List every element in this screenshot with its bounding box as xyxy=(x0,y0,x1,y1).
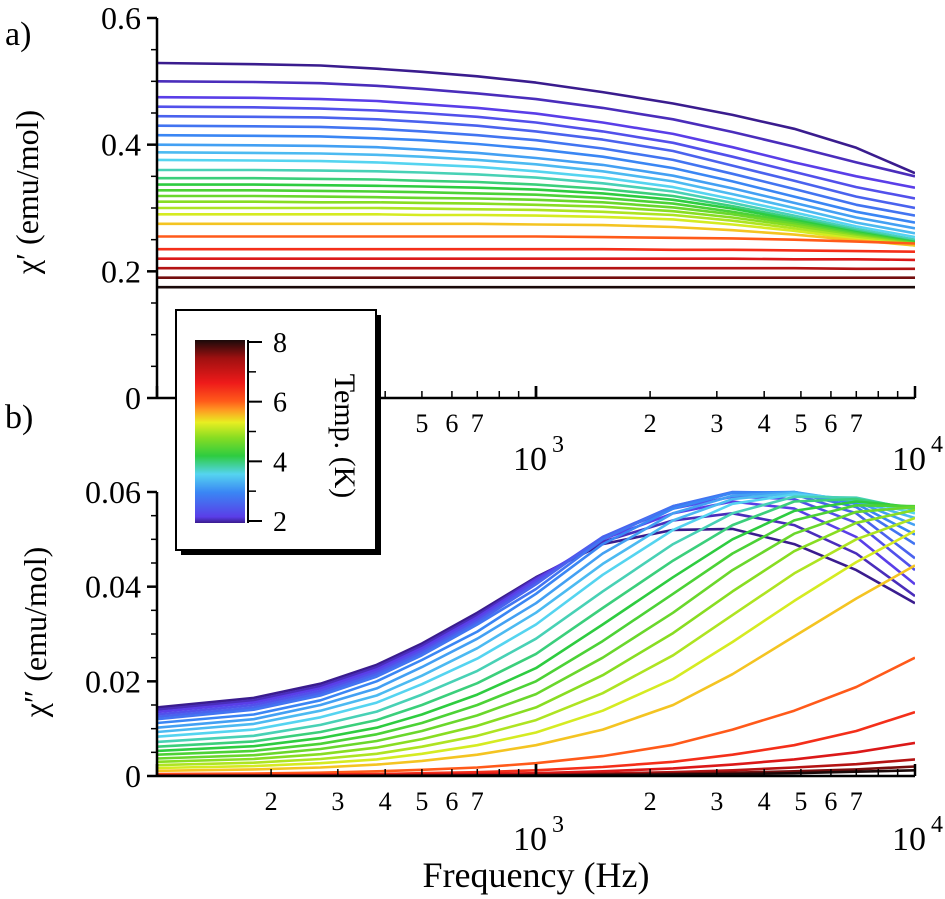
panel-a-x-decade-exponent: 4 xyxy=(931,432,943,458)
panel-a-x-tick-label: 5 xyxy=(415,409,428,438)
panel-a-series-lines xyxy=(157,61,915,289)
panel-a-series-line xyxy=(157,80,915,178)
panel-a-x-tick-label: 7 xyxy=(471,409,484,438)
panel-b-series-line xyxy=(157,505,915,760)
panel-a-y-tick-label: 0 xyxy=(125,380,141,416)
panel-a-series-line xyxy=(157,257,915,262)
panel-b-x-tick-label: 7 xyxy=(850,787,863,816)
panel-a-series-line xyxy=(157,133,915,224)
panel-b-x-decade-exponent: 4 xyxy=(931,812,943,838)
panel-b-y-axis-label: χ″ (emu/mol) xyxy=(17,547,53,719)
panel-a-series-line xyxy=(157,151,915,235)
panel-b-x-tick-label: 2 xyxy=(644,787,657,816)
panel-a-x-decade-label: 10 xyxy=(513,441,547,478)
panel-a-series-line xyxy=(157,95,915,189)
panel-b-chart: b) χ″ (emu/mol) 00.020.040.062 3 4 5 6 710 32 3… xyxy=(5,399,943,895)
panel-a-axes: 00.20.40.65 6 710 32 3 4 5 6 710 4 xyxy=(101,0,943,478)
panel-b-series-line xyxy=(157,656,915,776)
panel-a-x-decade-label: 10 xyxy=(892,441,926,478)
panel-a-series-line xyxy=(157,247,915,253)
panel-a-series-line xyxy=(157,183,915,244)
colorbar-gradient xyxy=(195,340,245,523)
panel-a-x-tick-label: 4 xyxy=(758,409,771,438)
panel-a-series-line xyxy=(157,168,915,241)
panel-b-series-line xyxy=(157,491,915,734)
panel-a-series-line xyxy=(157,124,915,217)
panel-b-series-lines xyxy=(157,490,915,777)
panel-a-x-tick-label: 7 xyxy=(850,409,863,438)
panel-b-series-line xyxy=(157,500,915,714)
panel-b-x-tick-label: 6 xyxy=(824,787,837,816)
colorbar-tick-label: 8 xyxy=(273,328,287,359)
panel-b-x-tick-label: 6 xyxy=(445,787,458,816)
panel-a-series-line xyxy=(157,114,915,210)
panel-a-series-line xyxy=(157,213,915,247)
panel-a-y-tick-label: 0.2 xyxy=(101,253,141,289)
panel-a-series-line xyxy=(157,200,915,246)
panel-b-y-tick-label: 0.02 xyxy=(85,663,141,699)
panel-b-series-line xyxy=(157,500,915,753)
panel-b-x-tick-label: 4 xyxy=(379,787,392,816)
panel-a-series-line xyxy=(157,189,915,245)
x-axis-label: Frequency (Hz) xyxy=(423,855,650,895)
panel-b-y-tick-label: 0.04 xyxy=(85,569,141,605)
panel-a-series-line xyxy=(157,194,915,245)
panel-a-y-tick-label: 0.4 xyxy=(101,127,141,163)
panel-b-y-tick-label: 0 xyxy=(125,758,141,794)
panel-a-series-line xyxy=(157,105,915,200)
panel-b-series-line xyxy=(157,529,915,770)
panel-b-series-line xyxy=(157,495,915,716)
panel-a-series-line xyxy=(157,266,915,271)
panel-a-series-line xyxy=(157,158,915,239)
colorbar-label: Temp. (K) xyxy=(328,374,361,499)
colorbar-tick-label: 2 xyxy=(273,507,287,538)
panel-b-x-tick-label: 2 xyxy=(265,787,278,816)
panel-b-x-decade-label: 10 xyxy=(892,821,926,858)
panel-b-axes: 00.020.040.062 3 4 5 6 710 32 3 4 5 6 710 4 xyxy=(85,474,943,858)
colorbar-tick-label: 6 xyxy=(273,388,287,419)
panel-a-series-line xyxy=(157,143,915,230)
panel-a-x-tick-label: 5 xyxy=(794,409,807,438)
panel-a-series-line xyxy=(157,61,915,175)
panel-b-series-line xyxy=(157,497,915,748)
panel-a-series-line xyxy=(157,235,915,245)
panel-b-series-line xyxy=(157,508,915,764)
panel-b-series-line xyxy=(157,493,915,738)
panel-a-x-tick-label: 2 xyxy=(644,409,657,438)
temperature-colorbar: 8 6 4 2 Temp. (K) xyxy=(175,309,381,555)
panel-a-x-tick-label: 6 xyxy=(824,409,837,438)
panel-b-x-tick-label: 3 xyxy=(710,787,723,816)
panel-a-x-tick-label: 6 xyxy=(445,409,458,438)
panel-a-label: a) xyxy=(5,16,31,53)
colorbar-ticks: 8 6 4 2 xyxy=(248,328,287,538)
panel-b-series-line xyxy=(157,495,915,744)
panel-b-x-tick-label: 3 xyxy=(331,787,344,816)
panel-a-y-axis-label: χ′ (emu/mol) xyxy=(9,110,45,275)
panel-b-x-tick-label: 4 xyxy=(758,787,771,816)
panel-b-x-decade-exponent: 3 xyxy=(552,812,564,838)
colorbar-tick-label: 4 xyxy=(273,447,287,478)
panel-b-x-tick-label: 7 xyxy=(471,787,484,816)
panel-b-x-decade-label: 10 xyxy=(513,821,547,858)
panel-b-label: b) xyxy=(5,399,33,436)
panel-a-series-line xyxy=(157,206,915,246)
panel-b-y-tick-label: 0.06 xyxy=(85,474,141,510)
panel-a-chart: a) χ′ (emu/mol) 00.20.40.65 6 710 32 3 4 5 6 710… xyxy=(5,0,943,478)
panel-a-y-tick-label: 0.6 xyxy=(101,0,141,36)
panel-b-x-tick-label: 5 xyxy=(794,787,807,816)
panel-a-series-line xyxy=(157,222,915,247)
panel-b-series-line xyxy=(157,564,915,773)
panel-a-x-tick-label: 3 xyxy=(710,409,723,438)
panel-b-series-line xyxy=(157,503,915,756)
panel-a-x-decade-exponent: 3 xyxy=(552,432,564,458)
panel-b-series-line xyxy=(157,516,915,767)
panel-a-series-line xyxy=(157,176,915,243)
panel-b-x-tick-label: 5 xyxy=(415,787,428,816)
